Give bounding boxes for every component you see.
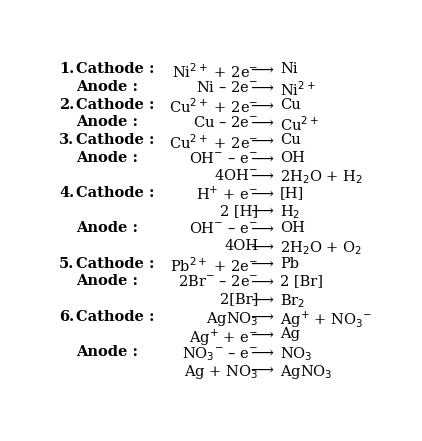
- Text: ⟶: ⟶: [250, 63, 273, 79]
- Text: ⟶: ⟶: [250, 98, 273, 115]
- Text: AgNO$_3$: AgNO$_3$: [280, 363, 333, 381]
- Text: OH$^{-}$ – e$^{-}$: OH$^{-}$ – e$^{-}$: [189, 221, 258, 236]
- Text: 5.: 5.: [59, 257, 74, 271]
- Text: 1.: 1.: [59, 63, 74, 76]
- Text: Anode :: Anode :: [76, 116, 138, 129]
- Text: ⟶: ⟶: [250, 186, 273, 203]
- Text: Cathode :: Cathode :: [76, 63, 155, 76]
- Text: Ni$^{2+}$: Ni$^{2+}$: [280, 80, 316, 99]
- Text: H$_2$: H$_2$: [280, 204, 300, 221]
- Text: Cu$^{2+}$ + 2e$^{-}$: Cu$^{2+}$ + 2e$^{-}$: [169, 98, 258, 116]
- Text: Ag + NO$_3$: Ag + NO$_3$: [184, 363, 258, 381]
- Text: 2[Br]: 2[Br]: [220, 292, 258, 306]
- Text: Cu – 2e$^{-}$: Cu – 2e$^{-}$: [193, 116, 258, 131]
- Text: ⟶: ⟶: [250, 80, 273, 97]
- Text: 2 [Br]: 2 [Br]: [280, 274, 323, 288]
- Text: Cathode :: Cathode :: [76, 310, 155, 324]
- Text: 4.: 4.: [59, 186, 74, 200]
- Text: OH: OH: [280, 221, 305, 235]
- Text: 2Br$^{-}$ – 2e$^{-}$: 2Br$^{-}$ – 2e$^{-}$: [178, 274, 258, 289]
- Text: ⟶: ⟶: [250, 327, 273, 344]
- Text: ⟶: ⟶: [250, 310, 273, 327]
- Text: Cu: Cu: [280, 98, 301, 112]
- Text: ⟶: ⟶: [250, 204, 273, 220]
- Text: Br$_2$: Br$_2$: [280, 292, 306, 310]
- Text: ⟶: ⟶: [250, 133, 273, 150]
- Text: Cathode :: Cathode :: [76, 98, 155, 112]
- Text: ⟶: ⟶: [250, 151, 273, 168]
- Text: 2 [H]: 2 [H]: [220, 204, 258, 218]
- Text: ⟶: ⟶: [250, 239, 273, 256]
- Text: Pb$^{2+}$ + 2e$^{-}$: Pb$^{2+}$ + 2e$^{-}$: [170, 257, 258, 275]
- Text: 4OH$^{-}$: 4OH$^{-}$: [214, 168, 258, 183]
- Text: Anode :: Anode :: [76, 274, 138, 288]
- Text: Ag: Ag: [280, 327, 300, 341]
- Text: AgNO$_3$: AgNO$_3$: [206, 310, 258, 328]
- Text: 6.: 6.: [59, 310, 74, 324]
- Text: ⟶: ⟶: [250, 274, 273, 292]
- Text: NO$_3$: NO$_3$: [280, 345, 313, 363]
- Text: OH: OH: [280, 151, 305, 165]
- Text: 2H$_2$O + O$_2$: 2H$_2$O + O$_2$: [280, 239, 362, 257]
- Text: Cu: Cu: [280, 133, 301, 147]
- Text: OH$^{-}$ – e$^{-}$: OH$^{-}$ – e$^{-}$: [189, 151, 258, 166]
- Text: Cu$^{2+}$: Cu$^{2+}$: [280, 116, 319, 134]
- Text: Anode :: Anode :: [76, 221, 138, 235]
- Text: Cathode :: Cathode :: [76, 133, 155, 147]
- Text: Cu$^{2+}$ + 2e$^{-}$: Cu$^{2+}$ + 2e$^{-}$: [169, 133, 258, 152]
- Text: Anode :: Anode :: [76, 345, 138, 359]
- Text: Anode :: Anode :: [76, 80, 138, 94]
- Text: Pb: Pb: [280, 257, 299, 271]
- Text: Anode :: Anode :: [76, 151, 138, 165]
- Text: ⟶: ⟶: [250, 168, 273, 185]
- Text: [H]: [H]: [280, 186, 304, 200]
- Text: ⟶: ⟶: [250, 257, 273, 274]
- Text: ⟶: ⟶: [250, 221, 273, 238]
- Text: Ag$^{+}$ + e$^{-}$: Ag$^{+}$ + e$^{-}$: [189, 327, 258, 348]
- Text: Ni: Ni: [280, 63, 298, 76]
- Text: H$^{+}$ + e$^{-}$: H$^{+}$ + e$^{-}$: [196, 186, 258, 203]
- Text: 2H$_2$O + H$_2$: 2H$_2$O + H$_2$: [280, 168, 363, 186]
- Text: ⟶: ⟶: [250, 345, 273, 362]
- Text: 4OH: 4OH: [224, 239, 258, 253]
- Text: Ni$^{2+}$ + 2e$^{-}$: Ni$^{2+}$ + 2e$^{-}$: [172, 63, 258, 81]
- Text: Cathode :: Cathode :: [76, 186, 155, 200]
- Text: 3.: 3.: [59, 133, 74, 147]
- Text: ⟶: ⟶: [250, 292, 273, 309]
- Text: Ag$^{+}$ + NO$_3$$^{-}$: Ag$^{+}$ + NO$_3$$^{-}$: [280, 310, 372, 330]
- Text: NO$_3$$^{-}$ – e$^{-}$: NO$_3$$^{-}$ – e$^{-}$: [182, 345, 258, 363]
- Text: Cathode :: Cathode :: [76, 257, 155, 271]
- Text: ⟶: ⟶: [250, 363, 273, 380]
- Text: 2.: 2.: [59, 98, 74, 112]
- Text: Ni – 2e$^{-}$: Ni – 2e$^{-}$: [196, 80, 258, 95]
- Text: ⟶: ⟶: [250, 116, 273, 132]
